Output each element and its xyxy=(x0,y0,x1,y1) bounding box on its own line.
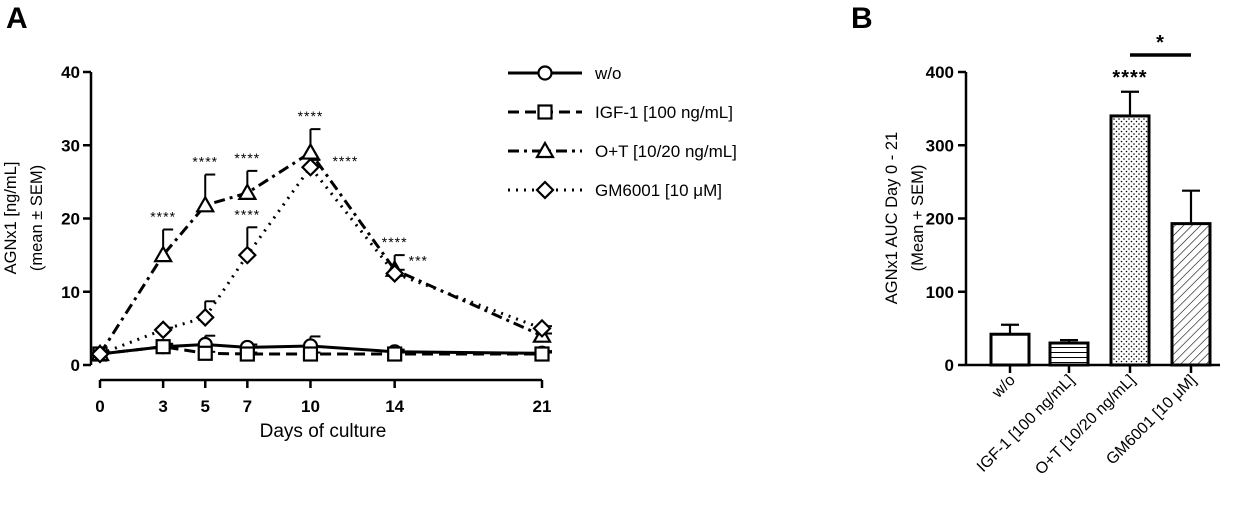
significance-label: **** xyxy=(382,234,408,250)
bar xyxy=(1170,222,1212,367)
data-point xyxy=(387,346,403,362)
panel-b-y-tick-label: 300 xyxy=(926,136,954,155)
legend-item-gm6001-10-m: GM6001 [10 μM] xyxy=(508,180,722,200)
legend-marker xyxy=(537,104,553,120)
data-point xyxy=(153,320,173,340)
panel-a-series xyxy=(90,128,552,364)
legend-item-w-o: w/o xyxy=(508,64,621,83)
panel-a-x-tick-label: 21 xyxy=(533,397,552,416)
bar xyxy=(1109,114,1151,367)
data-point xyxy=(385,263,405,283)
significance-label: *** xyxy=(409,252,428,268)
legend-label: w/o xyxy=(594,64,621,83)
panel-a-x-tick-label: 0 xyxy=(95,397,104,416)
panel-b-significance-labels: ***** xyxy=(1112,32,1191,89)
panel-b-y-axis-title-line2: (Mean + SEM) xyxy=(909,165,927,272)
series-gm6001-10-m xyxy=(90,157,552,364)
panel-a-axes: 0 10 20 30 40 0 3 5 7 10 14 21 xyxy=(61,63,551,416)
panel-a-y-axis-title-line1: AGNx1 [ng/mL] xyxy=(2,162,20,275)
legend-item-igf-1-100-ng-ml: IGF-1 [100 ng/mL] xyxy=(508,103,733,122)
x-category-label: w/o xyxy=(988,372,1018,402)
panel-a-x-tick-label: 10 xyxy=(301,397,320,416)
panel-letter-a: A xyxy=(6,2,28,35)
series-igf-1-100-ng-ml xyxy=(92,339,552,362)
data-point xyxy=(532,318,552,338)
data-point xyxy=(300,157,321,177)
significance-label: **** xyxy=(332,153,358,169)
panel-a-x-tick-label: 7 xyxy=(243,397,252,416)
x-category-label: O+T [10/20 ng/mL] xyxy=(1032,372,1138,478)
bar-group-w-o: w/o xyxy=(988,323,1031,402)
data-point xyxy=(239,346,255,362)
panel-b-y-tick-label: 0 xyxy=(945,356,954,375)
bar-group-o-t-10-20-ng-ml: O+T [10/20 ng/mL] xyxy=(1032,90,1151,478)
significance-label: **** xyxy=(1112,67,1147,89)
panel-a-y-tick-label: 20 xyxy=(61,210,80,229)
data-point xyxy=(195,195,216,213)
panel-b-y-tick-label: 400 xyxy=(926,63,954,82)
legend-item-o-t-10-20-ng-ml: O+T [10/20 ng/mL] xyxy=(508,140,737,161)
panel-a-y-tick-label: 0 xyxy=(71,356,80,375)
panel-a-x-tick-label: 14 xyxy=(385,397,404,416)
panel-a-y-tick-label: 30 xyxy=(61,136,80,155)
legend-marker xyxy=(535,140,555,159)
data-point xyxy=(300,142,321,160)
panel-a-y-tick-label: 40 xyxy=(61,63,80,82)
data-point xyxy=(237,245,257,265)
legend-label: IGF-1 [100 ng/mL] xyxy=(595,103,733,122)
legend-label: GM6001 [10 μM] xyxy=(595,181,722,200)
significance-label: **** xyxy=(234,150,260,166)
data-point xyxy=(534,346,550,362)
panel-a-legend: w/o IGF-1 [100 ng/mL] O+T [10/20 ng/mL] GM6… xyxy=(508,64,737,200)
significance-label: **** xyxy=(150,208,176,224)
data-point xyxy=(153,244,174,263)
data-point xyxy=(237,182,258,200)
panel-a-x-axis-title: Days of culture xyxy=(260,421,387,442)
panel-a-x-tick-label: 5 xyxy=(201,397,210,416)
data-point xyxy=(197,345,213,361)
panel-a-line-chart: A 0 10 20 30 40 0 3 5 7 10 14 21 w/o IGF-1 [100 ng/m… xyxy=(2,2,737,442)
data-point xyxy=(302,346,319,362)
legend-marker xyxy=(535,180,555,200)
data-point xyxy=(90,344,110,364)
panel-b-y-axis-title-line1: AGNx1 AUC Day 0 - 21 xyxy=(883,132,901,304)
data-point xyxy=(195,307,215,327)
bar xyxy=(989,332,1031,367)
legend-label: O+T [10/20 ng/mL] xyxy=(595,142,737,161)
significance-label: **** xyxy=(192,154,218,170)
significance-label: **** xyxy=(298,108,324,124)
legend-marker xyxy=(537,65,553,81)
bar xyxy=(1048,341,1090,367)
panel-b-y-tick-label: 200 xyxy=(926,210,954,229)
panel-a-significance-labels: ******** *********************** xyxy=(150,108,428,268)
panel-a-y-axis-title-line2: (mean ± SEM) xyxy=(28,165,46,271)
panel-a-x-tick-label: 3 xyxy=(158,397,167,416)
significance-label: **** xyxy=(234,206,260,222)
comparison-label: * xyxy=(1156,32,1165,54)
data-point xyxy=(155,339,171,355)
panel-a-y-tick-label: 10 xyxy=(61,283,80,302)
panel-letter-b: B xyxy=(851,2,873,35)
panel-b-y-tick-label: 100 xyxy=(926,283,954,302)
